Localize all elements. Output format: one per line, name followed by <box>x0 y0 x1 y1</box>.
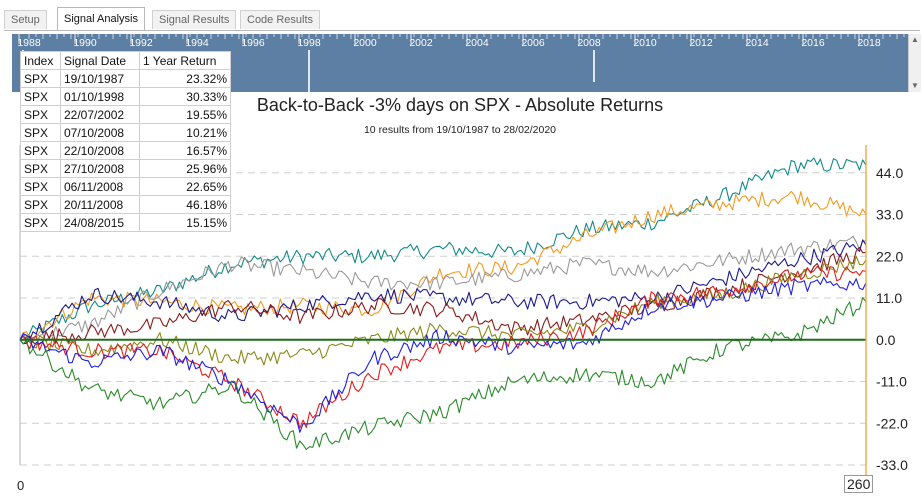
signal-table: Index Signal Date 1 Year Return SPX 19/10… <box>20 51 231 232</box>
cell-signal-date: 07/10/2008 <box>60 123 140 142</box>
timeline-year-label: 2016 <box>801 37 825 49</box>
cell-signal-date: 22/10/2008 <box>60 141 140 160</box>
chart-subtitle: 10 results from 19/10/1987 to 28/02/2020 <box>363 124 557 136</box>
cell-return: 46.18% <box>139 195 231 214</box>
table-row[interactable]: SPX 20/11/2008 46.18% <box>20 195 231 214</box>
x-axis-end-label: 260 <box>844 475 874 493</box>
cell-return: 22.65% <box>139 177 231 196</box>
timeline-year-label: 2008 <box>577 37 601 49</box>
series-line <box>19 276 867 433</box>
column-header-index: Index <box>20 51 61 70</box>
table-row[interactable]: SPX 24/08/2015 15.15% <box>20 213 231 232</box>
x-axis-end-value: 260 <box>844 475 874 493</box>
timeline-ruler: 1988 1990 1992 1994 1996 1998 2000 2002 2004 2006… <box>17 34 905 92</box>
y-tick-label: -33.0 <box>876 457 908 473</box>
scroll-up-icon[interactable]: ▲ <box>911 35 919 44</box>
column-header-signal-date: Signal Date <box>60 51 140 70</box>
timeline-year-label: 1988 <box>17 37 41 49</box>
scroll-down-icon[interactable]: ▼ <box>911 81 919 90</box>
cell-signal-date: 27/10/2008 <box>60 159 140 178</box>
cell-index: SPX <box>20 141 61 160</box>
timeline-year-label: 1994 <box>185 37 209 49</box>
tab-signal-analysis[interactable]: Signal Analysis <box>57 7 145 30</box>
cell-index: SPX <box>20 87 61 106</box>
timeline-year-label: 2014 <box>745 37 769 49</box>
cell-return: 25.96% <box>139 159 231 178</box>
chart-title: Back-to-Back -3% days on SPX - Absolute … <box>256 95 664 115</box>
cell-signal-date: 20/11/2008 <box>60 195 140 214</box>
table-row[interactable]: SPX 19/10/1987 23.32% <box>20 69 231 88</box>
cell-signal-date: 06/11/2008 <box>60 177 140 196</box>
table-row[interactable]: SPX 06/11/2008 22.65% <box>20 177 231 196</box>
cell-index: SPX <box>20 159 61 178</box>
cell-return: 10.21% <box>139 123 231 142</box>
y-tick-label: 0.0 <box>876 332 896 348</box>
cell-return: 30.33% <box>139 87 231 106</box>
timeline-year-label: 1990 <box>73 37 97 49</box>
timeline-range-handle[interactable] <box>308 50 310 92</box>
tab-signal-results[interactable]: Signal Results <box>152 10 237 29</box>
tab-setup[interactable]: Setup <box>4 10 47 29</box>
cell-return: 15.15% <box>139 213 231 232</box>
timeline-year-label: 2012 <box>689 37 713 49</box>
cell-signal-date: 19/10/1987 <box>60 69 140 88</box>
timeline-year-label: 2006 <box>521 37 545 49</box>
series-line <box>19 157 867 341</box>
timeline-scrollbar[interactable]: ▲ ▼ <box>908 34 921 92</box>
timeline-year-label: 2004 <box>465 37 489 49</box>
cell-index: SPX <box>20 69 61 88</box>
timeline-range-handle[interactable] <box>593 50 595 82</box>
y-tick-label: -22.0 <box>876 415 908 431</box>
table-row[interactable]: SPX 27/10/2008 25.96% <box>20 159 231 178</box>
timeline-year-label: 1998 <box>297 37 321 49</box>
y-tick-label: 11.0 <box>876 290 902 306</box>
table-header-row: Index Signal Date 1 Year Return <box>20 51 231 70</box>
series-line <box>19 235 867 343</box>
table-row[interactable]: SPX 22/07/2002 19.55% <box>20 105 231 124</box>
tab-bar: Setup Signal Analysis Signal Results Cod… <box>4 7 920 31</box>
cell-index: SPX <box>20 195 61 214</box>
cell-index: SPX <box>20 213 61 232</box>
timeline-year-label: 2002 <box>409 37 433 49</box>
cell-signal-date: 24/08/2015 <box>60 213 140 232</box>
table-row[interactable]: SPX 22/10/2008 16.57% <box>20 141 231 160</box>
cell-index: SPX <box>20 105 61 124</box>
y-tick-label: 44.0 <box>876 165 903 181</box>
cell-return: 23.32% <box>139 69 231 88</box>
cell-index: SPX <box>20 177 61 196</box>
y-tick-label: 22.0 <box>876 248 903 264</box>
timeline-year-label: 2018 <box>857 37 881 49</box>
x-axis-start-label: 0 <box>17 478 25 493</box>
cell-return: 19.55% <box>139 105 231 124</box>
series-line <box>19 190 867 341</box>
column-header-return: 1 Year Return <box>139 51 231 70</box>
timeline-year-label: 2000 <box>353 37 377 49</box>
cell-return: 16.57% <box>139 141 231 160</box>
y-tick-label: 33.0 <box>876 207 903 223</box>
cell-index: SPX <box>20 123 61 142</box>
series-line <box>19 297 867 451</box>
tab-code-results[interactable]: Code Results <box>240 10 321 29</box>
table-row[interactable]: SPX 01/10/1998 30.33% <box>20 87 231 106</box>
cell-signal-date: 01/10/1998 <box>60 87 140 106</box>
cell-signal-date: 22/07/2002 <box>60 105 140 124</box>
timeline-year-label: 1992 <box>129 37 153 49</box>
y-tick-label: -11.0 <box>876 374 907 390</box>
series-line <box>19 239 867 345</box>
timeline-year-label: 1996 <box>241 37 265 49</box>
table-row[interactable]: SPX 07/10/2008 10.21% <box>20 123 231 142</box>
timeline-year-label: 2010 <box>633 37 657 49</box>
